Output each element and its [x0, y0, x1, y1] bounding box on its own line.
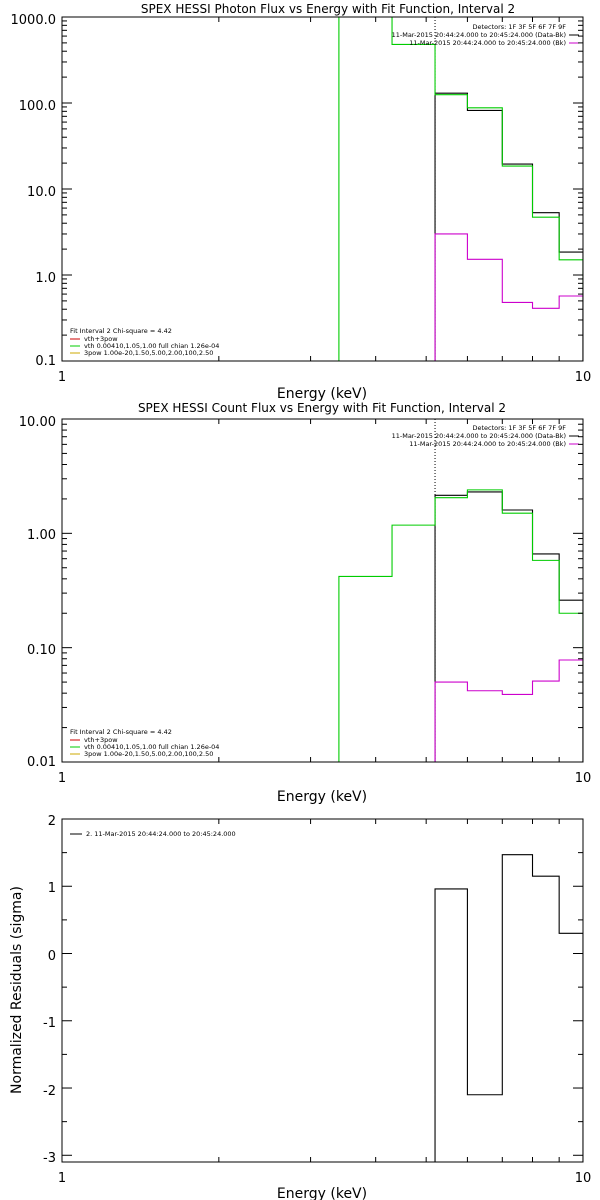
panel2-series-group — [338, 419, 583, 762]
panel2-xtick-10: 10 — [575, 771, 592, 786]
panel3-frame — [61, 818, 584, 1163]
panel3-y-axis-label: Normalized Residuals (sigma) — [9, 886, 25, 1094]
panel3-legend-top-left: 2. 11-Mar-2015 20:44:24.000 to 20:45:24.… — [70, 830, 236, 838]
panel2-legend-vth: vth 0.00410,1.05,1.00 full chian 1.26e-0… — [84, 743, 219, 751]
panel2-ytick-10: 10.00 — [19, 415, 56, 430]
panel3-ytick-m1: -1 — [43, 1016, 56, 1031]
panel-residuals: 2 1 0 -1 -2 -3 1 10 Energy (keV) Normali… — [9, 814, 591, 1200]
panel1-series-1-line — [338, 17, 583, 361]
panel1-ytick-0.1: 0.1 — [35, 354, 56, 369]
panel1-xtick-1: 1 — [58, 370, 66, 385]
panel1-title: SPEX HESSI Photon Flux vs Energy with Fi… — [141, 2, 515, 16]
panel3-ytick-2: 2 — [48, 814, 56, 829]
panel2-legend-fit-interval: Fit Interval 2 Chi-square = 4.42 — [70, 728, 172, 736]
panel2-x-axis-label: Energy (keV) — [277, 789, 367, 805]
panel2-legend-data-bk: 11-Mar-2015 20:44:24.000 to 20:45:24.000… — [392, 432, 566, 440]
panel1-legend-top-right: Detectors: 1F 3F 5F 6F 7F 9F 11-Mar-2015… — [392, 23, 579, 47]
panel3-ytick-0: 0 — [48, 949, 56, 964]
panel2-legend-bk: 11-Mar-2015 20:44:24.000 to 20:45:24.000… — [409, 440, 566, 448]
panel2-ytick-1: 1.00 — [27, 528, 56, 543]
panel3-series-0-line — [434, 854, 583, 1162]
panel2-ytick-0.1: 0.10 — [27, 643, 56, 658]
panel1-legend-bk: 11-Mar-2015 20:44:24.000 to 20:45:24.000… — [409, 39, 566, 47]
panel2-series-1-line — [338, 489, 583, 762]
panel1-frame — [61, 16, 584, 362]
panel3-x-axis-label: Energy (keV) — [277, 1186, 367, 1200]
panel2-frame — [61, 418, 584, 763]
panel1-xtick-10: 10 — [575, 370, 592, 385]
panel1-legend-data-bk: 11-Mar-2015 20:44:24.000 to 20:45:24.000… — [392, 31, 566, 39]
panel3-xtick-10: 10 — [575, 1171, 592, 1186]
panel1-series-2-line — [434, 233, 583, 361]
panel1-ytick-10: 10.0 — [27, 185, 56, 200]
panel1-legend-detectors: Detectors: 1F 3F 5F 6F 7F 9F — [472, 23, 566, 31]
panel3-xtick-1: 1 — [58, 1171, 66, 1186]
panel1-series-group — [338, 17, 583, 361]
panel1-ytick-1000: 1000.0 — [11, 13, 57, 28]
panel3-legend-interval: 2. 11-Mar-2015 20:44:24.000 to 20:45:24.… — [86, 830, 236, 838]
panel2-title: SPEX HESSI Count Flux vs Energy with Fit… — [138, 401, 506, 415]
panel3-ytick-m3: -3 — [43, 1151, 56, 1166]
panel2-series-0-line — [434, 491, 583, 762]
panel1-series-0-line — [434, 92, 583, 361]
panel2-ytick-0.01: 0.01 — [27, 755, 56, 770]
panel1-y-tick-labels: 1000.0 100.0 10.0 1.0 0.1 — [11, 13, 57, 369]
panel3-series-group — [434, 854, 583, 1162]
panel2-legend-3pow: 3pow 1.00e-20,1.50,5.00,2.00,100,2.50 — [84, 750, 213, 758]
panel1-legend-bottom-left: Fit Interval 2 Chi-square = 4.42 vth+3po… — [70, 327, 219, 357]
panel2-y-tick-labels: 10.00 1.00 0.10 0.01 — [19, 415, 56, 770]
panel1-legend-vth: vth 0.00410,1.05,1.00 full chian 1.26e-0… — [84, 342, 219, 350]
panel1-legend-fit-interval: Fit Interval 2 Chi-square = 4.42 — [70, 327, 172, 335]
panel2-series-2-line — [434, 659, 583, 762]
panel2-xtick-1: 1 — [58, 771, 66, 786]
panel2-legend-vth3pow: vth+3pow — [84, 736, 118, 744]
panel2-legend-top-right: Detectors: 1F 3F 5F 6F 7F 9F 11-Mar-2015… — [392, 424, 579, 448]
panel1-ytick-100: 100.0 — [19, 99, 56, 114]
panel3-ytick-1: 1 — [48, 881, 56, 896]
panel1-legend-3pow: 3pow 1.00e-20,1.50,5.00,2.00,100,2.50 — [84, 349, 213, 357]
panel-photon-flux: SPEX HESSI Photon Flux vs Energy with Fi… — [11, 2, 592, 402]
panel2-legend-bottom-left: Fit Interval 2 Chi-square = 4.42 vth+3po… — [70, 728, 219, 758]
panel3-ytick-m2: -2 — [43, 1084, 56, 1099]
panel1-legend-vth3pow: vth+3pow — [84, 335, 118, 343]
panel3-y-tick-labels: 2 1 0 -1 -2 -3 — [43, 814, 56, 1166]
panel2-legend-detectors: Detectors: 1F 3F 5F 6F 7F 9F — [472, 424, 566, 432]
panel-count-flux: SPEX HESSI Count Flux vs Energy with Fit… — [19, 401, 591, 805]
panel1-x-axis-label: Energy (keV) — [277, 386, 367, 402]
panel1-ytick-1: 1.0 — [35, 271, 56, 286]
